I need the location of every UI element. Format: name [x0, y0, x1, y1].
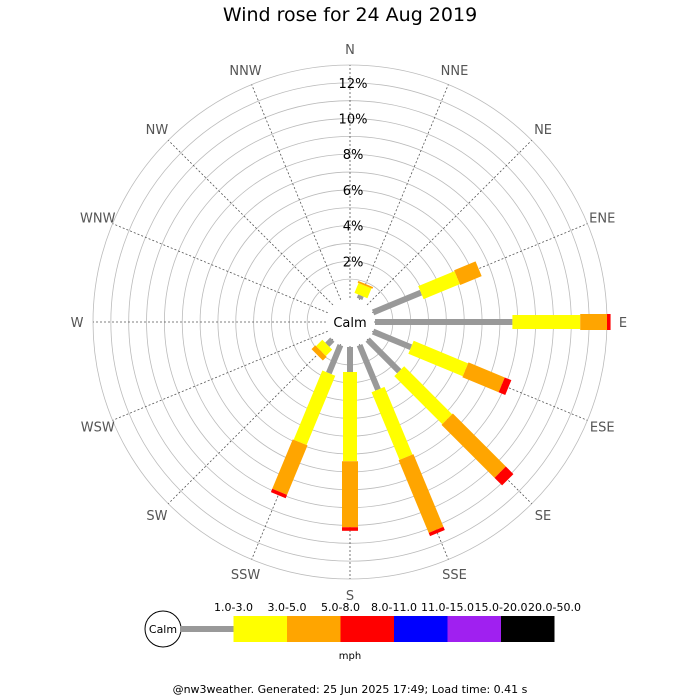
legend-swatch [287, 616, 341, 642]
direction-label: SSE [442, 568, 467, 583]
legend-bin-label: 1.0-3.0 [214, 601, 253, 614]
direction-label: ENE [589, 212, 615, 227]
spoke-line [167, 321, 351, 505]
direction-label: WNW [80, 212, 116, 227]
bar-segment-ssw-1 [293, 370, 336, 446]
legend-bin-label: 8.0-11.0 [371, 601, 417, 614]
calm-marker [326, 298, 374, 346]
bar-segment-ene-1 [418, 271, 460, 300]
legend-swatch [233, 616, 287, 642]
spoke-line [251, 84, 351, 323]
direction-label: NNE [441, 64, 469, 79]
calm-circle: Calm [326, 298, 374, 346]
direction-label: NE [534, 123, 552, 138]
spoke-line [112, 321, 351, 421]
bar-segment-nne-1 [354, 283, 372, 299]
spoke-line [349, 139, 533, 323]
bar-segment-sse-0 [356, 343, 381, 391]
spoke-line [349, 84, 449, 323]
legend-bin-label: 15.0-20.0 [475, 601, 528, 614]
legend-calm-label: Calm [149, 623, 177, 636]
radial-tick-label: 2% [343, 255, 364, 270]
radial-tick-label: 12% [339, 77, 368, 92]
bar-segment-sw-2 [311, 345, 327, 361]
direction-label: E [619, 316, 627, 331]
legend-unit-label: mph [339, 651, 361, 662]
direction-label: WSW [81, 420, 115, 435]
bar-segment-ene-0 [371, 289, 423, 316]
direction-label: W [71, 316, 84, 331]
legend-swatch [501, 616, 555, 642]
bar-segment-ene-2 [454, 261, 482, 285]
direction-label: N [345, 43, 355, 58]
bar-segment-nne-0 [356, 294, 364, 301]
legend-swatch [180, 626, 234, 632]
radial-tick-label: 4% [343, 220, 364, 235]
bar-segment-se-1 [394, 366, 453, 425]
axis-labels: N NNE NE ENE E ESE SE SSE S SSW SW WSW W WNW NW NNW 2% 4%… [71, 43, 628, 604]
bar-segment-nne-2 [357, 281, 374, 289]
direction-label: SSW [231, 568, 261, 583]
bar-segment-se-0 [365, 337, 402, 374]
direction-label: ESE [590, 420, 615, 435]
bar-segment-sw-0 [325, 337, 335, 347]
bar-segment-sse-1 [371, 386, 413, 460]
chart-title: Wind rose for 24 Aug 2019 [222, 4, 478, 26]
legend-swatch [394, 616, 448, 642]
bar-segment-ese-2 [462, 362, 505, 393]
direction-label: S [346, 589, 354, 604]
direction-label: SW [146, 509, 167, 524]
legend-swatch [340, 616, 394, 642]
bar-segment-se-3 [494, 466, 514, 486]
legend-bin-label: 3.0-5.0 [268, 601, 307, 614]
direction-label: NNW [229, 64, 261, 79]
legend-bin-label: 11.0-15.0 [421, 601, 474, 614]
radial-tick-label: 6% [343, 184, 364, 199]
wind-bars [270, 261, 611, 537]
bar-segment-ssw-3 [270, 488, 288, 499]
bar-segment-ese-3 [498, 377, 512, 395]
spoke-line [167, 139, 351, 323]
bar-segment-sse-3 [428, 526, 445, 537]
bar-segment-ssw-2 [272, 439, 308, 495]
direction-label: SE [535, 509, 551, 524]
legend-bin-label: 20.0-50.0 [528, 601, 581, 614]
direction-label: NW [146, 123, 169, 138]
spoke-line [112, 223, 351, 323]
calm-label: Calm [333, 316, 366, 331]
bar-segment-se-2 [441, 413, 506, 478]
legend-bin-label: 5.0-8.0 [321, 601, 360, 614]
bar-segment-sse-2 [398, 454, 444, 533]
bar-segment-ese-1 [408, 340, 469, 377]
bar-segment-ssw-0 [326, 343, 344, 375]
speed-legend: Calm 1.0-3.0 3.0-5.0 5.0-8.0 8.0-11.0 11.0-15… [144, 601, 581, 662]
bar-segment-ese-0 [371, 328, 413, 351]
legend-swatch [447, 616, 501, 642]
footer-text: @nw3weather. Generated: 25 Jun 2025 17:4… [172, 683, 528, 696]
bar-segment-sw-1 [316, 339, 333, 356]
radial-tick-label: 8% [343, 148, 364, 163]
radial-tick-label: 10% [339, 113, 368, 128]
